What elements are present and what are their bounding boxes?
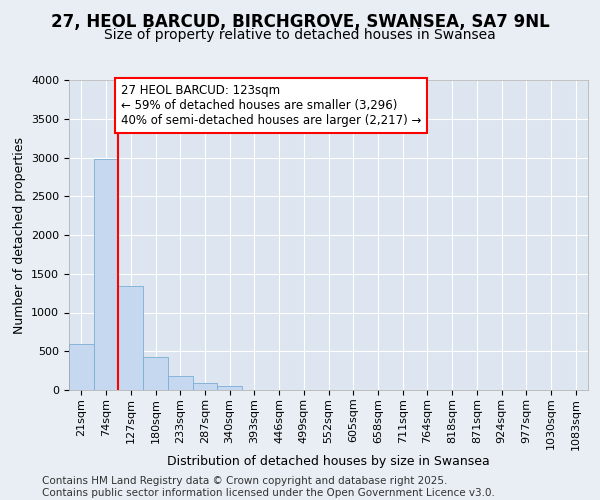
Text: 27, HEOL BARCUD, BIRCHGROVE, SWANSEA, SA7 9NL: 27, HEOL BARCUD, BIRCHGROVE, SWANSEA, SA… <box>50 12 550 30</box>
Bar <box>94 159 118 390</box>
Bar <box>118 286 143 390</box>
Bar <box>69 344 94 390</box>
Bar <box>217 386 242 390</box>
Text: 27 HEOL BARCUD: 123sqm
← 59% of detached houses are smaller (3,296)
40% of semi-: 27 HEOL BARCUD: 123sqm ← 59% of detached… <box>121 84 421 127</box>
Text: Contains HM Land Registry data © Crown copyright and database right 2025.
Contai: Contains HM Land Registry data © Crown c… <box>42 476 495 498</box>
Y-axis label: Number of detached properties: Number of detached properties <box>13 136 26 334</box>
Bar <box>168 376 193 390</box>
Bar <box>193 384 217 390</box>
Text: Size of property relative to detached houses in Swansea: Size of property relative to detached ho… <box>104 28 496 42</box>
Bar <box>143 356 168 390</box>
X-axis label: Distribution of detached houses by size in Swansea: Distribution of detached houses by size … <box>167 455 490 468</box>
